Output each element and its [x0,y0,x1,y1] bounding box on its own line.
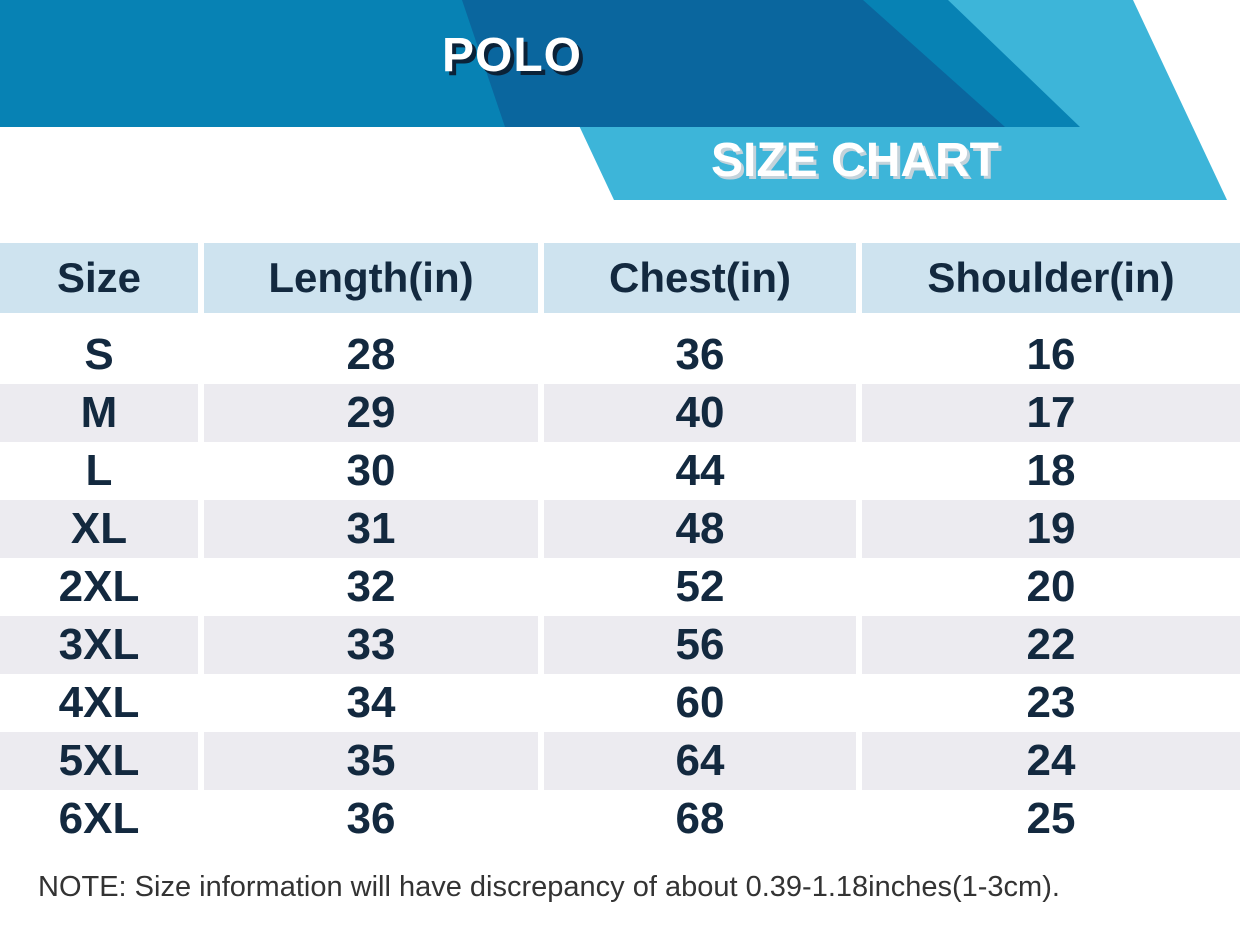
table-cell: 32 [204,558,538,616]
table-cell: 35 [204,732,538,790]
size-label-cell: 4XL [0,674,198,732]
table-cell: 60 [544,674,856,732]
table-cell: 24 [862,732,1240,790]
column-header: Shoulder(in) [862,243,1240,313]
table-cell: 30 [204,442,538,500]
table-cell: 44 [544,442,856,500]
table-body: S 28 36 16 M 29 40 17 L 30 44 18 XL 31 48 19 2XL 32 52 20 3X… [0,326,1240,848]
table-cell: 23 [862,674,1240,732]
table-cell: 34 [204,674,538,732]
column-header: Chest(in) [544,243,856,313]
size-label-cell: 5XL [0,732,198,790]
size-label-cell: 3XL [0,616,198,674]
table-cell: 28 [204,326,538,384]
table-cell: 52 [544,558,856,616]
size-label-cell: 2XL [0,558,198,616]
table-cell: 64 [544,732,856,790]
table-cell: 20 [862,558,1240,616]
table-cell: 56 [544,616,856,674]
table-cell: 18 [862,442,1240,500]
table-header-row: Size Length(in) Chest(in) Shoulder(in) [0,243,1240,313]
table-cell: 25 [862,790,1240,848]
table-cell: 31 [204,500,538,558]
column-header: Size [0,243,198,313]
table-cell: 17 [862,384,1240,442]
column-header: Length(in) [204,243,538,313]
size-label-cell: L [0,442,198,500]
banner: POLO SIZE CHART [0,0,1240,205]
table-cell: 36 [204,790,538,848]
table-cell: 22 [862,616,1240,674]
size-label-cell: M [0,384,198,442]
size-label-cell: 6XL [0,790,198,848]
size-note: NOTE: Size information will have discrep… [38,871,1060,903]
table-cell: 16 [862,326,1240,384]
brand-title: POLO [441,29,582,82]
size-table: Size Length(in) Chest(in) Shoulder(in) S 28 3… [0,243,1240,848]
table-cell: 40 [544,384,856,442]
chart-title: SIZE CHART [711,134,999,187]
table-cell: 29 [204,384,538,442]
size-label-cell: XL [0,500,198,558]
table-cell: 19 [862,500,1240,558]
table-cell: 68 [544,790,856,848]
table-cell: 36 [544,326,856,384]
size-label-cell: S [0,326,198,384]
table-cell: 33 [204,616,538,674]
table-cell: 48 [544,500,856,558]
